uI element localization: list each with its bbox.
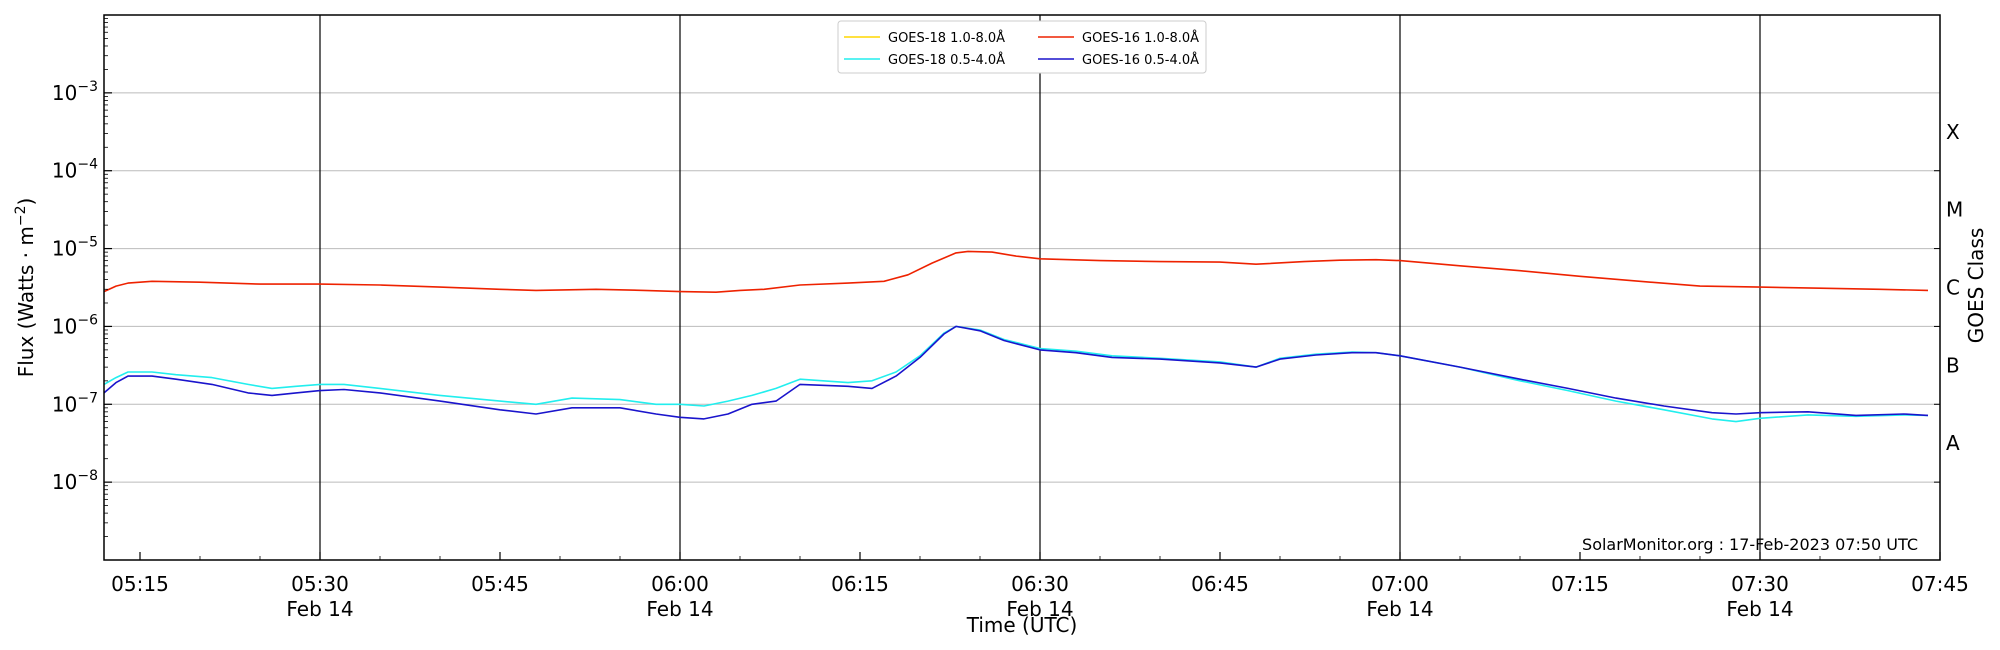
y-axis-title-close: ) (14, 198, 38, 206)
credit-text: SolarMonitor.org : 17-Feb-2023 07:50 UTC (1582, 535, 1918, 554)
legend-item: GOES-16 1.0-8.0Å (1038, 30, 1199, 46)
goes-class-label-b: B (1946, 353, 1960, 377)
y-tick-label: 10−5 (52, 235, 98, 261)
y-tick-exponent: −6 (77, 312, 98, 328)
legend-label: GOES-16 0.5-4.0Å (1082, 52, 1199, 68)
y-tick-base: 10 (52, 392, 77, 416)
x-tick-label: 05:30 (291, 572, 349, 596)
y-tick-exponent: −4 (77, 157, 98, 173)
y-tick-base: 10 (52, 470, 77, 494)
x-tick-label: 05:45 (471, 572, 529, 596)
goes-class-label-c: C (1946, 276, 1960, 300)
plot-frame (103, 14, 1941, 561)
y-tick-base: 10 (52, 81, 77, 105)
y-axis-title-exponent: −2 (13, 206, 29, 227)
legend-box (837, 20, 1207, 74)
y-tick-exponent: −8 (77, 468, 98, 484)
y-axis-title: Flux (Watts · m−2) (13, 198, 38, 378)
y-tick-exponent: −5 (77, 235, 98, 251)
x-tick-label: 05:15 (111, 572, 169, 596)
x-tick-label: 06:45 (1191, 572, 1249, 596)
y-tick-base: 10 (52, 159, 77, 183)
x-axis-title: Time (UTC) (966, 613, 1078, 637)
x-tick-label: 06:30 (1011, 572, 1069, 596)
legend: GOES-18 1.0-8.0Å GOES-18 0.5-4.0Å GOES-16 … (837, 20, 1207, 74)
y-axis-title-main: Flux (Watts · m (14, 226, 38, 377)
series-line-goes-16-1-0-8-0- (103, 250, 1929, 293)
x-tick-date-label: Feb 14 (646, 597, 713, 621)
grid-layer (104, 15, 1940, 560)
goes-class-label-a: A (1946, 431, 1960, 455)
x-tick-label: 06:15 (831, 572, 889, 596)
x-tick-date-label: Feb 14 (1726, 597, 1793, 621)
y-tick-exponent: −3 (77, 79, 98, 95)
x-tick-label: 07:15 (1551, 572, 1609, 596)
x-tick-date-label: Feb 14 (1006, 597, 1073, 621)
goes-class-label-x: X (1946, 120, 1960, 144)
y-tick-base: 10 (52, 237, 77, 261)
legend-item: GOES-16 0.5-4.0Å (1038, 52, 1199, 68)
goes-class-axis-title: GOES Class (1964, 228, 1988, 344)
x-tick-date-label: Feb 14 (1366, 597, 1433, 621)
legend-label: GOES-18 0.5-4.0Å (888, 52, 1005, 68)
y-tick-label: 10−8 (52, 468, 98, 494)
series-layer (103, 250, 1929, 423)
x-tick-date-label: Feb 14 (286, 597, 353, 621)
y-tick-label: 10−7 (52, 390, 98, 416)
x-tick-label: 07:00 (1371, 572, 1429, 596)
series-line-goes-16-0-5-4-0- (103, 325, 1929, 420)
y-tick-base: 10 (52, 314, 77, 338)
x-tick-label: 07:45 (1911, 572, 1969, 596)
x-tick-label: 06:00 (651, 572, 709, 596)
goes-class-label-m: M (1946, 198, 1963, 222)
series-line-goes-18-0-5-4-0- (103, 325, 1929, 423)
y-tick-label: 10−4 (52, 157, 98, 183)
x-tick-label: 07:30 (1731, 572, 1789, 596)
y-tick-exponent: −7 (77, 390, 98, 406)
legend-item: GOES-18 0.5-4.0Å (844, 52, 1005, 68)
legend-label: GOES-18 1.0-8.0Å (888, 30, 1005, 46)
y-tick-label: 10−6 (52, 312, 98, 338)
legend-label: GOES-16 1.0-8.0Å (1082, 30, 1199, 46)
y-tick-label: 10−3 (52, 79, 98, 105)
legend-item: GOES-18 1.0-8.0Å (844, 30, 1005, 46)
